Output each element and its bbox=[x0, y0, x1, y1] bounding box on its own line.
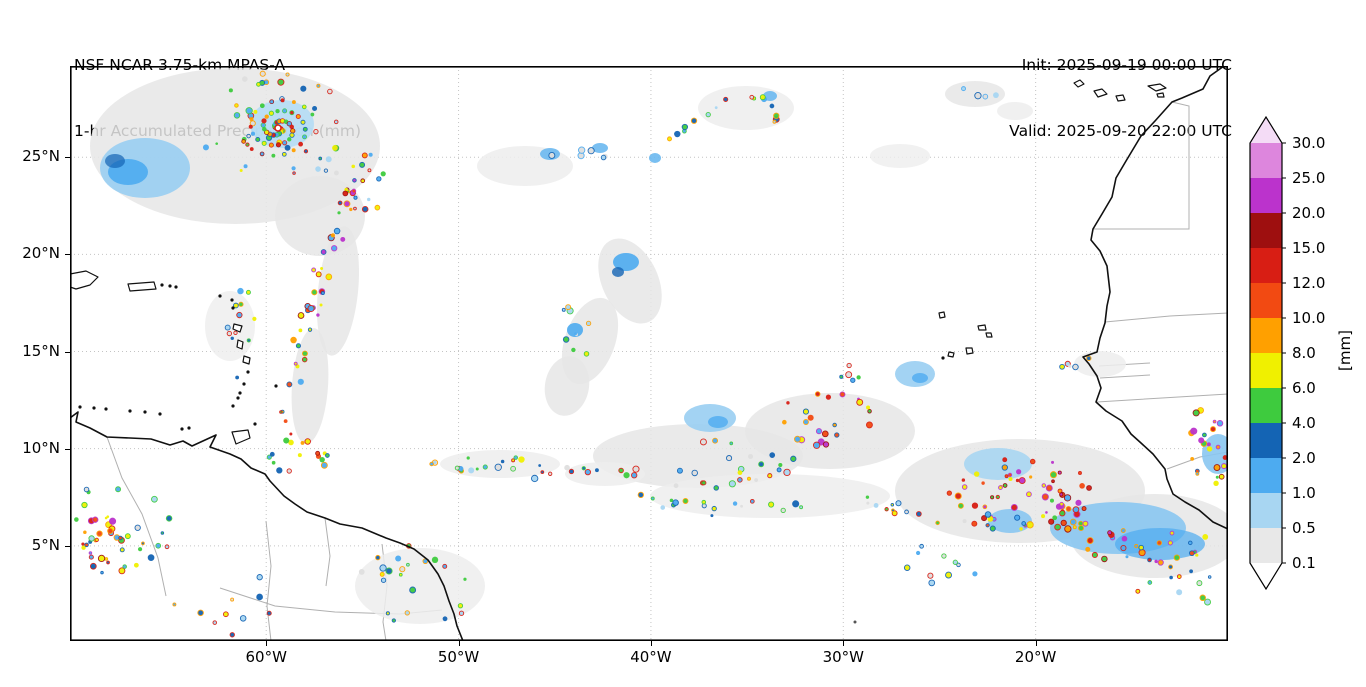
island-outline bbox=[938, 311, 946, 319]
y-tick-label: 10°N bbox=[22, 438, 60, 457]
y-tick-label: 20°N bbox=[22, 244, 60, 263]
precip-layer bbox=[74, 68, 1228, 638]
island-dot bbox=[158, 412, 162, 416]
island-dot bbox=[253, 422, 257, 426]
island-dot bbox=[78, 405, 82, 409]
colorbar-over-arrow bbox=[1250, 117, 1282, 143]
island-dot bbox=[128, 409, 132, 413]
island-outline bbox=[965, 347, 974, 355]
y-tick-mark bbox=[65, 351, 70, 353]
colorbar-tick-label: 25.0 bbox=[1292, 169, 1325, 187]
island-outline bbox=[1115, 94, 1126, 102]
colorbar-segment bbox=[1250, 318, 1282, 353]
island-outline bbox=[70, 270, 99, 290]
x-tick-mark bbox=[843, 641, 845, 646]
island-dot bbox=[941, 356, 945, 360]
colorbar-tick-label: 6.0 bbox=[1292, 379, 1316, 397]
coastlines-layer bbox=[70, 66, 1228, 641]
island-dot bbox=[104, 407, 108, 411]
colorbar-tick-label: 15.0 bbox=[1292, 239, 1325, 257]
y-tick-label: 5°N bbox=[31, 535, 60, 554]
map-canvas bbox=[70, 66, 1228, 641]
colorbar-tick-label: 1.0 bbox=[1292, 484, 1316, 502]
island-dot bbox=[230, 298, 234, 302]
x-tick-mark bbox=[650, 641, 652, 646]
island-dot bbox=[236, 396, 240, 400]
y-tick-mark bbox=[65, 157, 70, 159]
island-dot bbox=[238, 391, 242, 395]
island-outline bbox=[1073, 79, 1085, 88]
africa-coastline bbox=[1082, 66, 1228, 530]
island-outline bbox=[242, 355, 251, 365]
island-outline bbox=[1156, 92, 1165, 98]
island-dot bbox=[168, 284, 172, 288]
colorbar-units-label: [mm] bbox=[1336, 330, 1354, 371]
island-outline bbox=[977, 324, 987, 331]
plot-frame bbox=[70, 66, 1228, 641]
init-time: Init: 2025-09-19 00:00 UTC bbox=[1021, 56, 1232, 74]
colorbar-tick-label: 30.0 bbox=[1292, 134, 1325, 152]
colorbar-segment bbox=[1250, 143, 1282, 178]
island-dot bbox=[246, 370, 250, 374]
y-tick-label: 25°N bbox=[22, 147, 60, 166]
y-tick-mark bbox=[65, 545, 70, 547]
time-block: Init: 2025-09-19 00:00 UTC Valid: 2025-0… bbox=[900, 10, 1232, 186]
colorbar-under-arrow bbox=[1250, 563, 1282, 589]
island-dot bbox=[180, 427, 184, 431]
x-tick-mark bbox=[266, 641, 268, 646]
colorbar-segment bbox=[1250, 458, 1282, 493]
y-tick-label: 15°N bbox=[22, 341, 60, 360]
island-dot bbox=[218, 294, 222, 298]
colorbar-segment bbox=[1250, 178, 1282, 213]
south-america-coastline bbox=[70, 411, 464, 641]
island-outline bbox=[1093, 88, 1108, 98]
y-tick-mark bbox=[65, 254, 70, 256]
x-tick-mark bbox=[1035, 641, 1037, 646]
x-tick-label: 60°W bbox=[245, 648, 287, 666]
island-outline bbox=[236, 339, 244, 350]
island-dot bbox=[231, 404, 235, 408]
colorbar-tick-label: 0.5 bbox=[1292, 519, 1316, 537]
island-outline bbox=[985, 332, 993, 338]
x-tick-mark bbox=[458, 641, 460, 646]
y-tick-mark bbox=[65, 448, 70, 450]
colorbar-tick-label: 8.0 bbox=[1292, 344, 1316, 362]
island-outline bbox=[127, 281, 157, 292]
island-dot bbox=[231, 306, 235, 310]
colorbar-segment bbox=[1250, 493, 1282, 528]
colorbar-tick-label: 20.0 bbox=[1292, 204, 1325, 222]
colorbar-tick-label: 10.0 bbox=[1292, 309, 1325, 327]
colorbar-segment bbox=[1250, 423, 1282, 458]
colorbar-segment bbox=[1250, 353, 1282, 388]
island-dot bbox=[143, 410, 147, 414]
island-dot bbox=[187, 426, 191, 430]
island-dot bbox=[174, 285, 178, 289]
colorbar-segment bbox=[1250, 248, 1282, 283]
x-tick-label: 30°W bbox=[822, 648, 864, 666]
colorbar-segment bbox=[1250, 528, 1282, 563]
island-outline bbox=[231, 429, 251, 445]
colorbar-segment bbox=[1250, 283, 1282, 318]
island-dot bbox=[242, 382, 246, 386]
island-outline bbox=[1147, 83, 1167, 92]
valid-time: Valid: 2025-09-20 22:00 UTC bbox=[1009, 122, 1232, 140]
x-tick-label: 40°W bbox=[630, 648, 672, 666]
colorbar: 0.1 0.5 1.0 2.0 4.0 6.0 8.0 10.0 12.0 15.0 20.0 25.… bbox=[1249, 115, 1325, 591]
colorbar-tick-label: 4.0 bbox=[1292, 414, 1316, 432]
colorbar-tick-label: 2.0 bbox=[1292, 449, 1316, 467]
x-tick-label: 20°W bbox=[1014, 648, 1057, 666]
island-dot bbox=[92, 406, 96, 410]
colorbar-segment bbox=[1250, 388, 1282, 423]
colorbar-segment bbox=[1250, 213, 1282, 248]
island-dot bbox=[160, 283, 164, 287]
island-outline bbox=[947, 351, 955, 358]
x-tick-label: 50°W bbox=[437, 648, 480, 666]
island-outline bbox=[232, 323, 243, 333]
colorbar-tick-label: 12.0 bbox=[1292, 274, 1325, 292]
island-dot bbox=[274, 384, 278, 388]
colorbar-tick-label: 0.1 bbox=[1292, 554, 1316, 572]
